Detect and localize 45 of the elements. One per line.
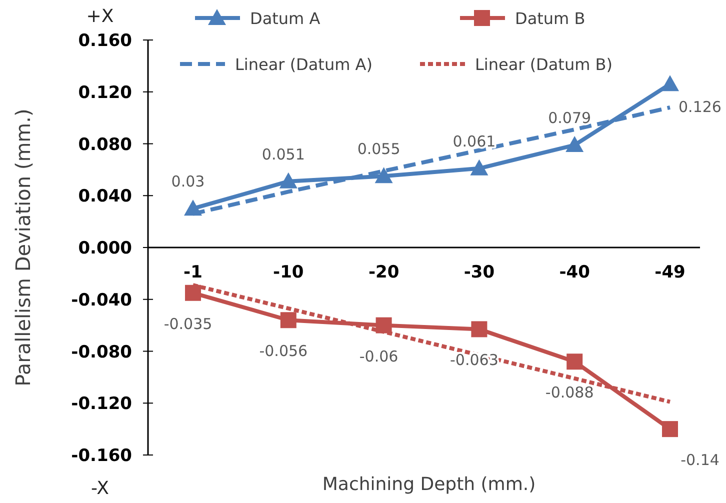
data-label: 0.055 — [357, 140, 400, 158]
data-label: 0.126 — [678, 98, 722, 116]
data-label: 0.079 — [548, 109, 592, 128]
y-tick-label: -0.120 — [71, 394, 132, 414]
x-axis-title: Machining Depth (mm.) — [322, 474, 536, 495]
data-label: -0.063 — [450, 351, 498, 370]
y-tick-label: -0.080 — [71, 342, 132, 362]
y-tick-label: 0.040 — [78, 186, 132, 207]
data-label: 0.051 — [262, 145, 305, 164]
data-label: -0.035 — [164, 314, 212, 333]
x-tick-label: -49 — [654, 262, 686, 282]
x-tick-label: -20 — [368, 262, 400, 282]
x-tick-label: -1 — [184, 262, 202, 282]
x-tick-label: -10 — [273, 262, 304, 282]
legend-label: Linear (Datum B) — [475, 55, 612, 74]
legend-label: Linear (Datum A) — [235, 55, 372, 74]
point — [661, 75, 679, 92]
point — [470, 159, 488, 176]
point — [374, 167, 393, 184]
legend-label: Datum B — [515, 9, 586, 28]
text: -X — [91, 478, 109, 499]
point — [566, 354, 583, 370]
y-tick-label: 0.120 — [78, 82, 132, 103]
data-label: 0.03 — [171, 172, 205, 191]
text: +X — [86, 6, 114, 27]
legend-label: Datum A — [250, 9, 320, 28]
y-tick-label: -0.160 — [71, 446, 132, 466]
data-label: 0.061 — [452, 132, 496, 150]
data-label: -0.056 — [259, 342, 308, 360]
point — [471, 321, 488, 338]
point — [280, 312, 296, 328]
data-label: -0.14 — [680, 451, 720, 470]
y-tick-label: -0.040 — [71, 290, 132, 310]
y-tick-label: 0.080 — [78, 134, 132, 155]
x-tick-label: -30 — [464, 262, 495, 282]
y-axis-title: Parallelism Deviation (mm.) — [11, 108, 35, 386]
data-label: -0.088 — [545, 384, 594, 402]
y-tick-label: 0.000 — [78, 238, 132, 258]
point — [279, 172, 298, 188]
x-tick-label: -40 — [559, 262, 590, 282]
point — [185, 284, 201, 301]
y-tick-label: 0.160 — [78, 31, 132, 51]
point — [662, 421, 678, 438]
data-label: -0.06 — [359, 347, 398, 366]
point — [566, 136, 584, 152]
